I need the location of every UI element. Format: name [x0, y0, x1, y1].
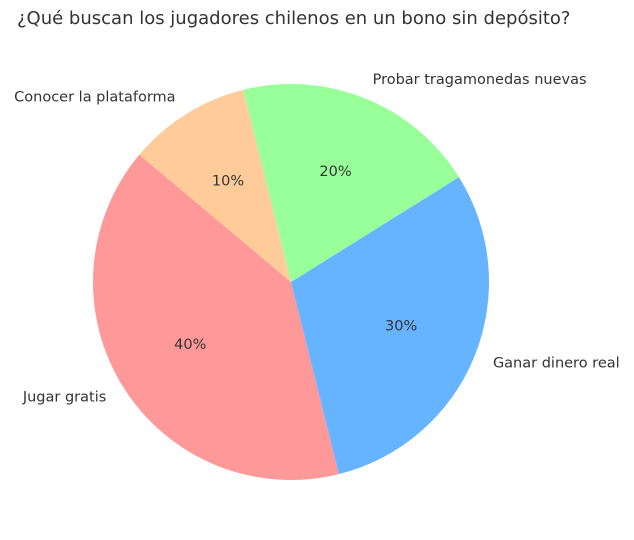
chart-title: ¿Qué buscan los jugadores chilenos en un… — [17, 8, 571, 29]
pie-percent-label: 30% — [385, 319, 417, 335]
pie-percent-label: 20% — [319, 164, 351, 180]
pie-slices — [92, 84, 489, 481]
pie-percent-label: 40% — [174, 337, 206, 353]
pie-slice-conocer-la-plataforma — [139, 89, 291, 282]
pie-slice-ganar-dinero-real — [291, 177, 489, 475]
pie-slice-jugar-gratis — [92, 154, 339, 481]
pie-labels: 40% Jugar gratis 30% Ganar dinero real 20% Pr… — [14, 72, 620, 405]
pie-percent-label: 10% — [212, 173, 244, 189]
pie-slice-probar-tragamonedas-nuevas — [243, 84, 459, 282]
pie-category-label: Conocer la plataforma — [14, 89, 175, 105]
pie-category-label: Jugar gratis — [22, 389, 106, 405]
pie-category-label: Probar tragamonedas nuevas — [373, 72, 587, 88]
pie-category-label: Ganar dinero real — [493, 356, 620, 372]
